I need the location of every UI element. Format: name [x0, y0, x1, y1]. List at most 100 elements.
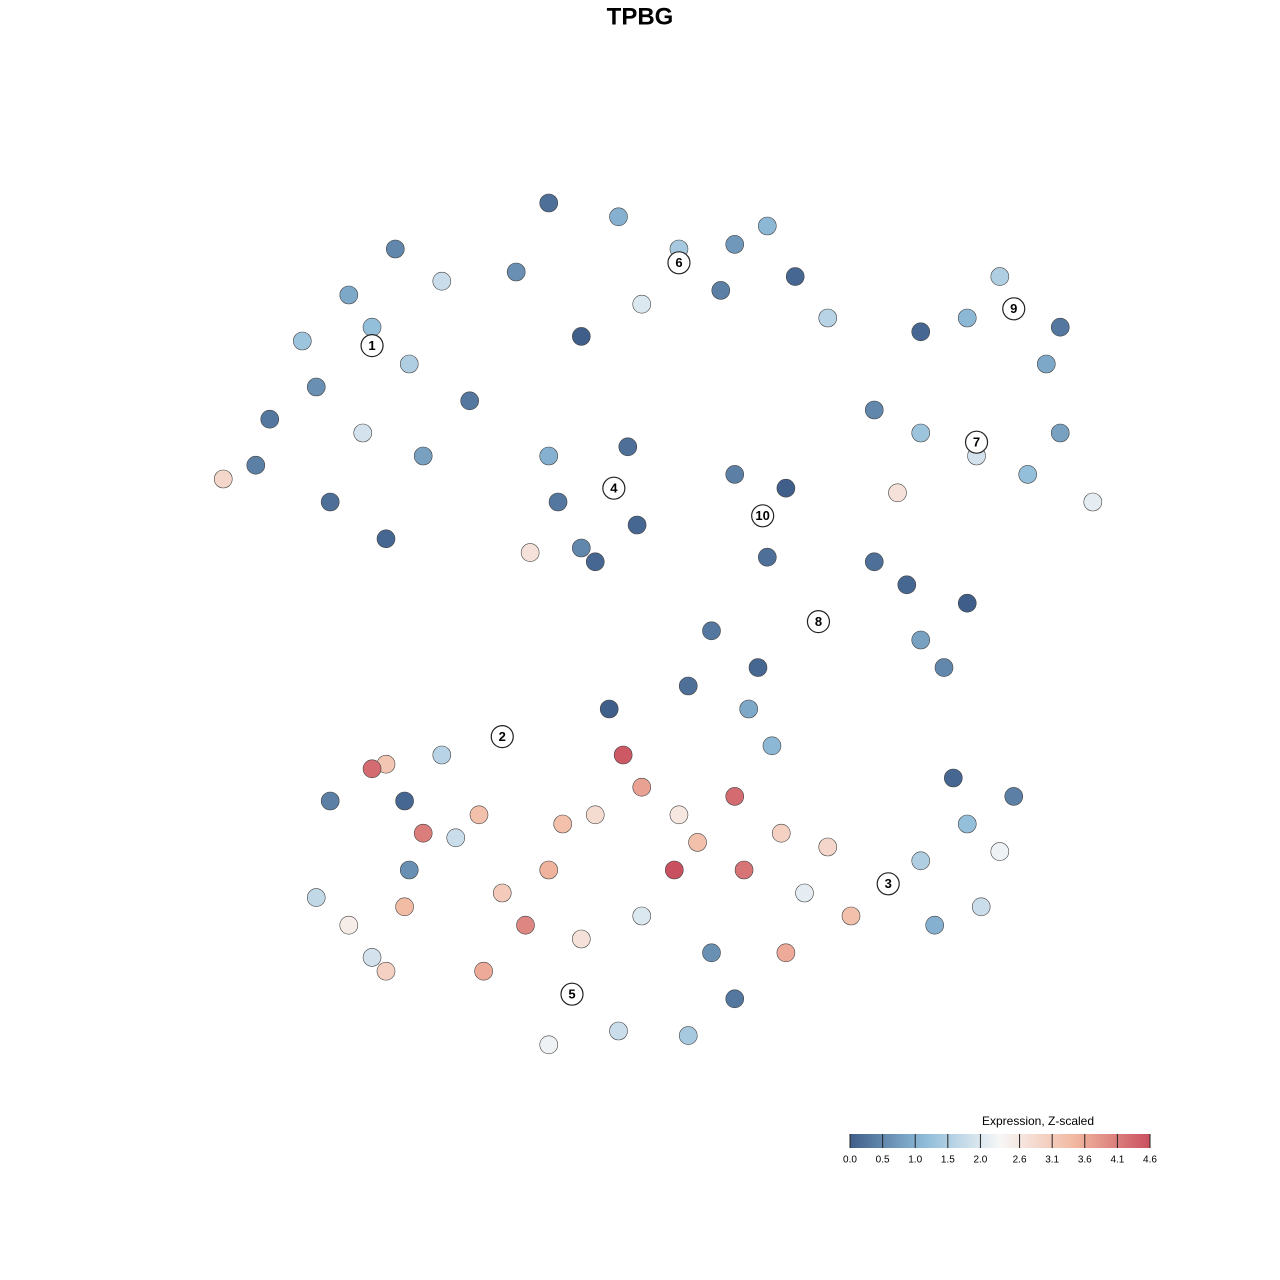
point — [395, 897, 414, 917]
point — [539, 193, 559, 213]
point — [432, 745, 452, 765]
point — [897, 575, 917, 595]
point — [339, 285, 359, 305]
point — [362, 759, 382, 779]
cluster-label: 5 — [568, 987, 575, 1002]
cluster-marker — [667, 251, 691, 275]
point — [757, 547, 777, 567]
point — [888, 483, 907, 503]
point — [632, 294, 652, 314]
point — [362, 948, 382, 967]
point — [353, 423, 373, 443]
cluster-marker — [602, 476, 626, 500]
point — [571, 929, 591, 949]
point — [864, 400, 884, 420]
cluster-marker — [751, 504, 775, 528]
point — [957, 814, 977, 834]
point — [1050, 423, 1070, 443]
point — [246, 455, 266, 475]
legend-title: Expression, Z-scaled — [982, 1114, 1094, 1128]
point — [771, 823, 791, 843]
colorbar-tick-label: 2.0 — [973, 1155, 987, 1166]
cluster-marker — [490, 724, 514, 749]
point — [669, 805, 689, 825]
cluster-label: 6 — [675, 255, 682, 270]
point — [678, 1026, 698, 1045]
point — [818, 308, 838, 328]
point — [776, 943, 796, 963]
colorbar-tick-label: 3.1 — [1045, 1155, 1059, 1166]
point — [492, 883, 512, 903]
colorbar-tick-label: 1.5 — [941, 1155, 955, 1166]
point — [399, 860, 419, 880]
point — [757, 216, 777, 236]
point — [734, 860, 754, 880]
colorbar-tick-label: 3.6 — [1078, 1155, 1092, 1166]
colorbar-tick-label: 0.0 — [843, 1155, 857, 1166]
point — [934, 658, 954, 677]
point — [678, 676, 698, 696]
point — [585, 805, 605, 825]
colorbar-tick-label: 4.1 — [1110, 1155, 1124, 1166]
cluster-label: 7 — [973, 435, 980, 450]
point — [957, 593, 977, 613]
point — [990, 267, 1010, 286]
point — [469, 805, 489, 825]
point — [609, 207, 628, 227]
point — [725, 465, 745, 484]
colorbar — [850, 1134, 1150, 1148]
point — [725, 235, 745, 254]
point — [385, 239, 405, 259]
point — [748, 658, 768, 677]
point — [376, 961, 396, 981]
point — [911, 322, 931, 342]
cluster-marker — [876, 872, 900, 896]
point — [971, 897, 991, 917]
point — [725, 787, 745, 806]
point — [1050, 317, 1070, 337]
colorbar-tick-label: 4.6 — [1143, 1155, 1157, 1166]
point — [413, 446, 433, 466]
point — [395, 791, 414, 811]
cluster-marker — [806, 609, 831, 634]
point — [506, 262, 526, 282]
cluster-marker — [360, 334, 384, 358]
point — [688, 833, 707, 852]
chart-title: TPBG — [607, 3, 674, 30]
point — [762, 736, 782, 756]
point — [516, 915, 535, 935]
point — [306, 888, 326, 907]
point — [432, 271, 452, 291]
point — [990, 842, 1010, 861]
point — [632, 777, 652, 797]
point — [474, 961, 493, 981]
point — [539, 446, 559, 466]
point — [818, 837, 838, 857]
point — [911, 851, 931, 871]
point — [1083, 492, 1103, 512]
cluster-label: 4 — [610, 481, 618, 496]
point — [413, 823, 433, 843]
point — [399, 354, 419, 374]
point — [548, 492, 568, 512]
point — [585, 552, 605, 572]
cluster-marker — [964, 430, 989, 454]
point — [664, 860, 684, 880]
point — [925, 915, 945, 935]
point — [841, 906, 861, 926]
point — [320, 492, 340, 512]
cluster-marker — [1002, 297, 1026, 321]
point — [446, 828, 466, 848]
point — [260, 409, 280, 429]
point — [739, 699, 759, 719]
point — [613, 745, 633, 765]
colorbar-tick-label: 1.0 — [908, 1155, 922, 1166]
cluster-label: 9 — [1010, 301, 1017, 316]
point — [943, 768, 963, 788]
point — [362, 317, 382, 337]
point — [957, 308, 977, 328]
point — [785, 267, 805, 286]
point — [1037, 354, 1056, 374]
point — [1018, 465, 1037, 484]
